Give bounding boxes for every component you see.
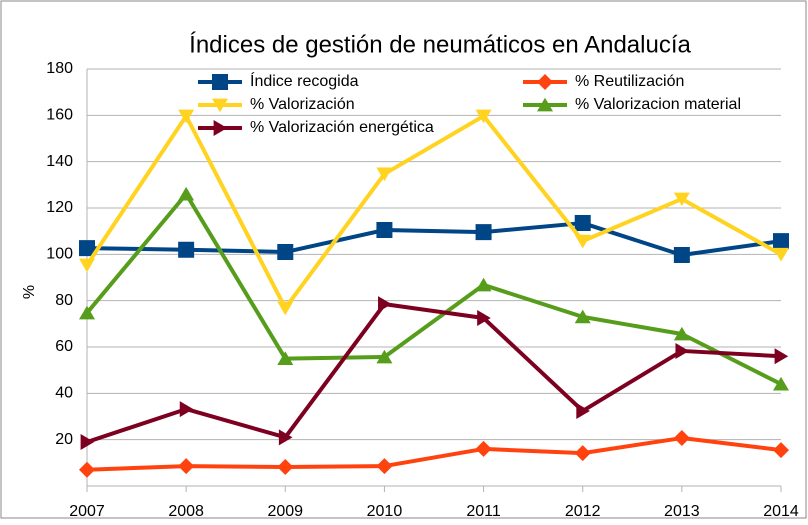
x-tick-label: 2013 (664, 503, 700, 520)
marker (79, 305, 95, 320)
marker (277, 301, 294, 316)
series-line (86, 221, 782, 258)
series-line (86, 436, 782, 472)
series-line (85, 114, 782, 311)
marker (475, 440, 492, 457)
series-line (85, 192, 782, 386)
marker (576, 402, 590, 419)
marker (537, 74, 553, 90)
legend-label: % Reutilización (575, 73, 684, 90)
legend-label: Índice recogida (250, 71, 359, 90)
marker (774, 348, 789, 365)
marker (574, 234, 591, 249)
marker (376, 458, 393, 475)
x-tick-label: 2009 (267, 503, 303, 520)
marker (212, 74, 228, 90)
marker (376, 222, 393, 239)
legend-label: % Valorizacion material (575, 96, 741, 113)
legend-label: % Valorización energética (250, 119, 434, 136)
series-line (86, 302, 782, 444)
y-tick-label: 140 (46, 153, 73, 170)
y-tick-label: 180 (46, 60, 73, 77)
marker (79, 258, 95, 273)
marker (574, 445, 591, 462)
marker (178, 458, 195, 475)
marker (376, 349, 393, 364)
marker (278, 429, 293, 446)
marker (675, 342, 690, 359)
y-tick-label: 120 (46, 199, 73, 216)
marker (277, 351, 294, 365)
marker (212, 98, 228, 113)
marker (179, 401, 194, 418)
marker (178, 241, 195, 258)
marker (277, 459, 294, 476)
marker (574, 215, 591, 232)
chart-title: Índices de gestión de neumáticos en Anda… (189, 31, 691, 58)
y-tick-label: 60 (55, 338, 73, 355)
marker (178, 186, 195, 201)
x-tick-label: 2012 (565, 503, 601, 520)
marker (213, 120, 228, 136)
y-tick-label: 80 (55, 292, 73, 309)
marker (79, 240, 95, 257)
y-tick-label: 20 (55, 431, 73, 448)
x-tick-label: 2008 (168, 503, 204, 520)
x-tick-label: 2014 (763, 503, 799, 520)
marker (475, 277, 492, 292)
marker (475, 109, 492, 124)
marker (773, 442, 789, 459)
y-tick-label: 100 (46, 246, 73, 263)
legend-label: % Valorización (250, 96, 355, 113)
marker (376, 167, 393, 182)
marker (178, 109, 195, 124)
x-tick-label: 2011 (466, 503, 501, 520)
marker (475, 224, 492, 241)
y-axis-label: % (21, 285, 38, 299)
marker (773, 233, 789, 250)
marker (773, 376, 789, 391)
marker (277, 244, 294, 261)
marker (477, 310, 491, 327)
marker (79, 461, 95, 478)
x-tick-label: 2007 (69, 503, 105, 520)
marker (773, 247, 789, 262)
marker (80, 433, 95, 450)
marker (673, 326, 690, 341)
x-tick-label: 2010 (367, 503, 403, 520)
marker (673, 247, 690, 264)
marker (537, 97, 553, 112)
marker (673, 192, 690, 207)
marker (574, 309, 591, 324)
marker (673, 430, 690, 447)
marker (378, 296, 392, 313)
y-tick-label: 40 (55, 385, 73, 402)
y-tick-label: 160 (46, 107, 73, 124)
